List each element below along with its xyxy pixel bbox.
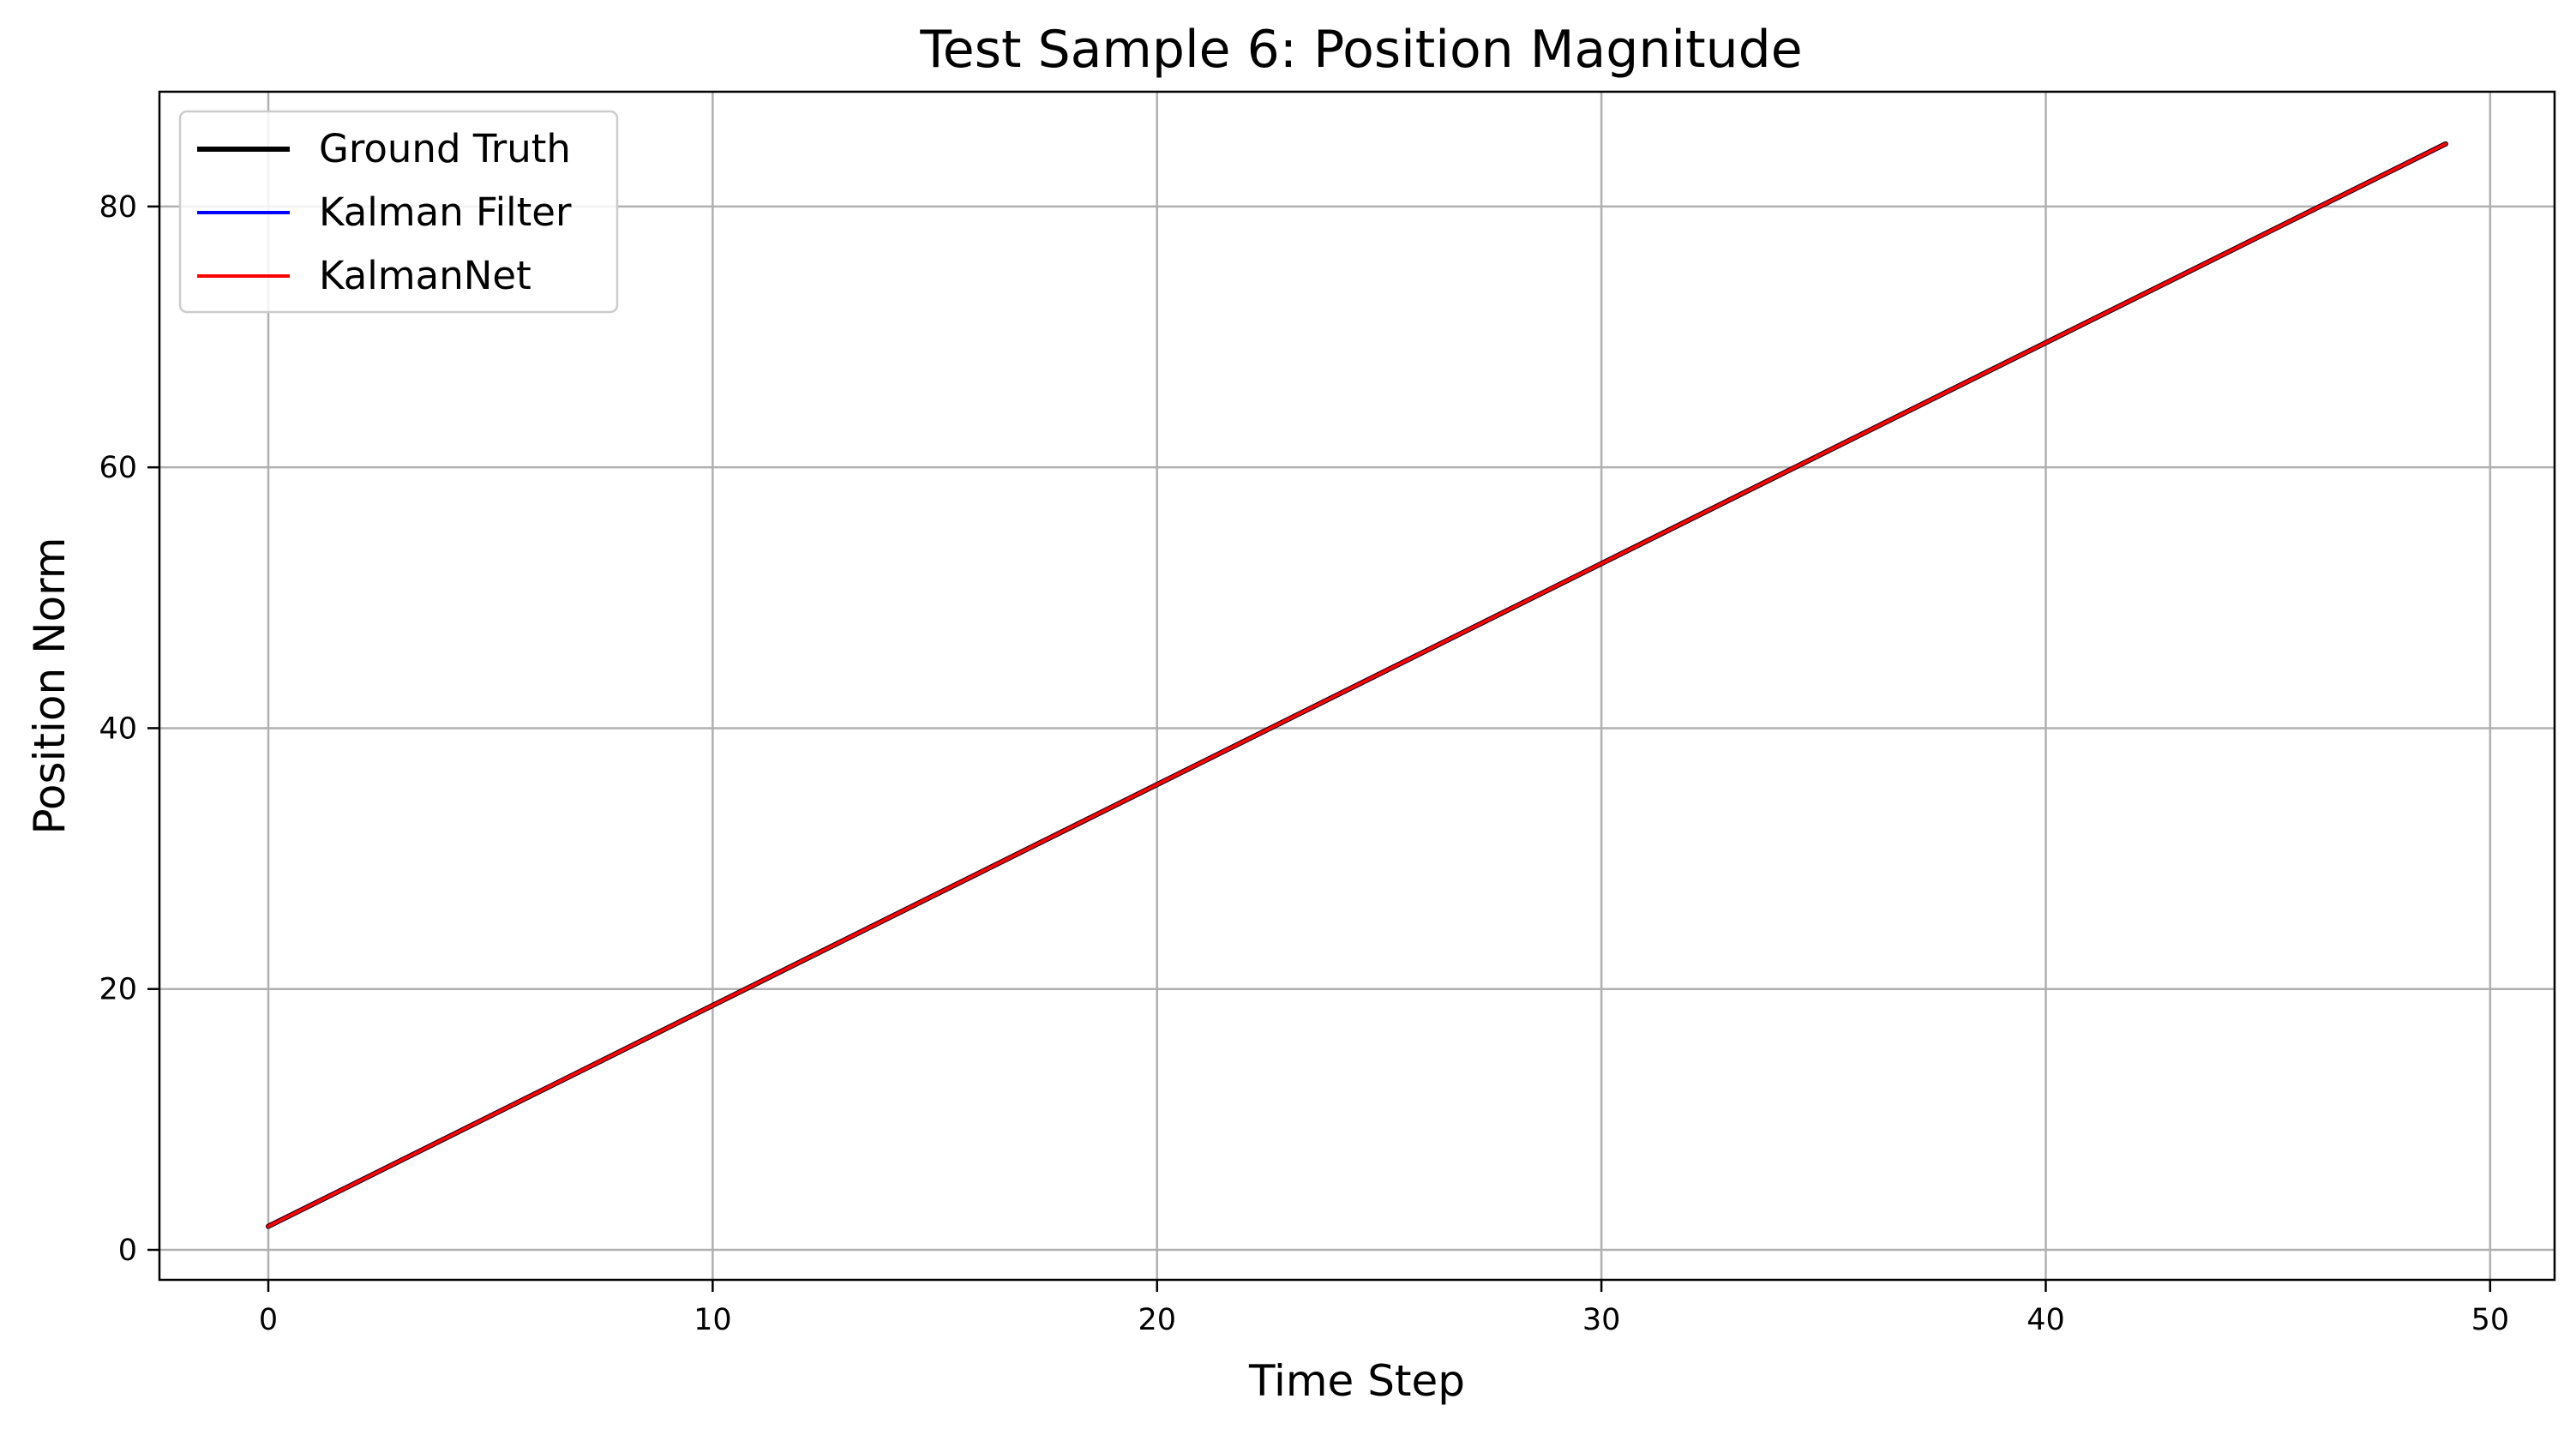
x-tick-label: 50	[2471, 1303, 2510, 1337]
series-group	[266, 141, 2448, 1229]
y-ticks: 0 20 40 60 80	[99, 190, 159, 1268]
legend-label-kalmannet: KalmanNet	[319, 253, 531, 298]
y-axis-label: Position Norm	[25, 537, 75, 835]
y-tick-label: 0	[118, 1234, 137, 1268]
x-tick-label: 20	[1138, 1303, 1176, 1337]
y-tick-label: 60	[99, 451, 137, 485]
x-tick-label: 30	[1582, 1303, 1621, 1337]
y-tick-label: 40	[99, 711, 137, 746]
x-tick-label: 40	[2027, 1303, 2065, 1337]
series-line-kalmannet	[267, 141, 2447, 1228]
legend-label-ground-truth: Ground Truth	[319, 126, 571, 171]
legend-box	[178, 110, 619, 314]
x-axis-label: Time Step	[1248, 1356, 1465, 1406]
y-tick-label: 20	[99, 973, 137, 1007]
x-ticks: 0 10 20 30 40 50	[259, 1280, 2509, 1337]
x-tick-label: 0	[259, 1303, 278, 1337]
plot-frame	[158, 90, 2556, 1282]
y-tick-label: 80	[99, 190, 137, 225]
chart-title: Test Sample 6: Position Magnitude	[919, 20, 1802, 80]
legend: Ground Truth Kalman Filter KalmanNet	[178, 110, 619, 314]
grid	[159, 92, 2555, 1280]
x-tick-label: 10	[694, 1303, 732, 1337]
legend-label-kalman-filter: Kalman Filter	[319, 189, 572, 235]
